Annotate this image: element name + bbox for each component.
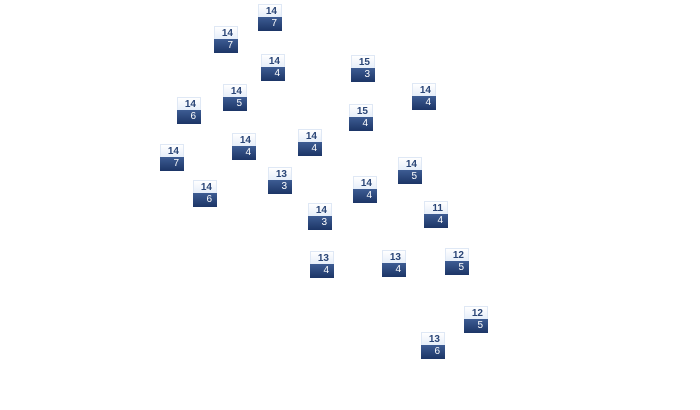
map-marker[interactable]: 14 4: [298, 129, 322, 156]
map-marker[interactable]: 14 6: [177, 97, 201, 124]
marker-top-value: 14: [232, 133, 256, 146]
marker-bottom-value: 4: [382, 263, 406, 277]
marker-top-value: 15: [351, 55, 375, 68]
marker-bottom-value: 4: [412, 96, 436, 110]
map-marker[interactable]: 14 7: [214, 26, 238, 53]
marker-bottom-value: 6: [177, 110, 201, 124]
map-marker[interactable]: 14 4: [232, 133, 256, 160]
map-marker[interactable]: 13 3: [268, 167, 292, 194]
marker-top-value: 11: [424, 201, 448, 214]
map-marker[interactable]: 13 4: [382, 250, 406, 277]
marker-top-value: 13: [421, 332, 445, 345]
marker-bottom-value: 6: [421, 345, 445, 359]
marker-top-value: 14: [214, 26, 238, 39]
marker-bottom-value: 4: [353, 189, 377, 203]
map-marker[interactable]: 14 3: [308, 203, 332, 230]
marker-top-value: 12: [445, 248, 469, 261]
marker-bottom-value: 7: [258, 17, 282, 31]
map-marker[interactable]: 14 7: [258, 4, 282, 31]
map-marker[interactable]: 11 4: [424, 201, 448, 228]
map-marker[interactable]: 13 4: [310, 251, 334, 278]
marker-bottom-value: 4: [349, 117, 373, 131]
marker-top-value: 14: [261, 54, 285, 67]
marker-bottom-value: 4: [298, 142, 322, 156]
marker-top-value: 13: [310, 251, 334, 264]
marker-top-value: 14: [160, 144, 184, 157]
map-marker[interactable]: 15 3: [351, 55, 375, 82]
map-marker[interactable]: 14 7: [160, 144, 184, 171]
marker-bottom-value: 4: [232, 146, 256, 160]
marker-top-value: 15: [349, 104, 373, 117]
marker-bottom-value: 4: [424, 214, 448, 228]
map-marker[interactable]: 14 4: [412, 83, 436, 110]
marker-top-value: 12: [464, 306, 488, 319]
marker-top-value: 14: [308, 203, 332, 216]
map-marker[interactable]: 14 4: [353, 176, 377, 203]
map-marker[interactable]: 13 6: [421, 332, 445, 359]
marker-bottom-value: 3: [308, 216, 332, 230]
marker-bottom-value: 5: [223, 97, 247, 111]
marker-top-value: 14: [412, 83, 436, 96]
marker-bottom-value: 4: [261, 67, 285, 81]
marker-bottom-value: 4: [310, 264, 334, 278]
map-marker[interactable]: 14 5: [398, 157, 422, 184]
marker-top-value: 14: [298, 129, 322, 142]
marker-bottom-value: 5: [464, 319, 488, 333]
marker-top-value: 14: [193, 180, 217, 193]
marker-top-value: 14: [223, 84, 247, 97]
map-marker[interactable]: 15 4: [349, 104, 373, 131]
map-marker[interactable]: 12 5: [464, 306, 488, 333]
marker-top-value: 14: [258, 4, 282, 17]
marker-bottom-value: 5: [445, 261, 469, 275]
marker-bottom-value: 3: [351, 68, 375, 82]
marker-bottom-value: 7: [160, 157, 184, 171]
marker-bottom-value: 7: [214, 39, 238, 53]
marker-top-value: 14: [398, 157, 422, 170]
map-marker[interactable]: 14 4: [261, 54, 285, 81]
map-marker[interactable]: 12 5: [445, 248, 469, 275]
marker-bottom-value: 3: [268, 180, 292, 194]
marker-top-value: 13: [268, 167, 292, 180]
marker-top-value: 14: [177, 97, 201, 110]
marker-top-value: 13: [382, 250, 406, 263]
map-marker[interactable]: 14 6: [193, 180, 217, 207]
marker-bottom-value: 6: [193, 193, 217, 207]
map-marker[interactable]: 14 5: [223, 84, 247, 111]
marker-top-value: 14: [353, 176, 377, 189]
marker-bottom-value: 5: [398, 170, 422, 184]
